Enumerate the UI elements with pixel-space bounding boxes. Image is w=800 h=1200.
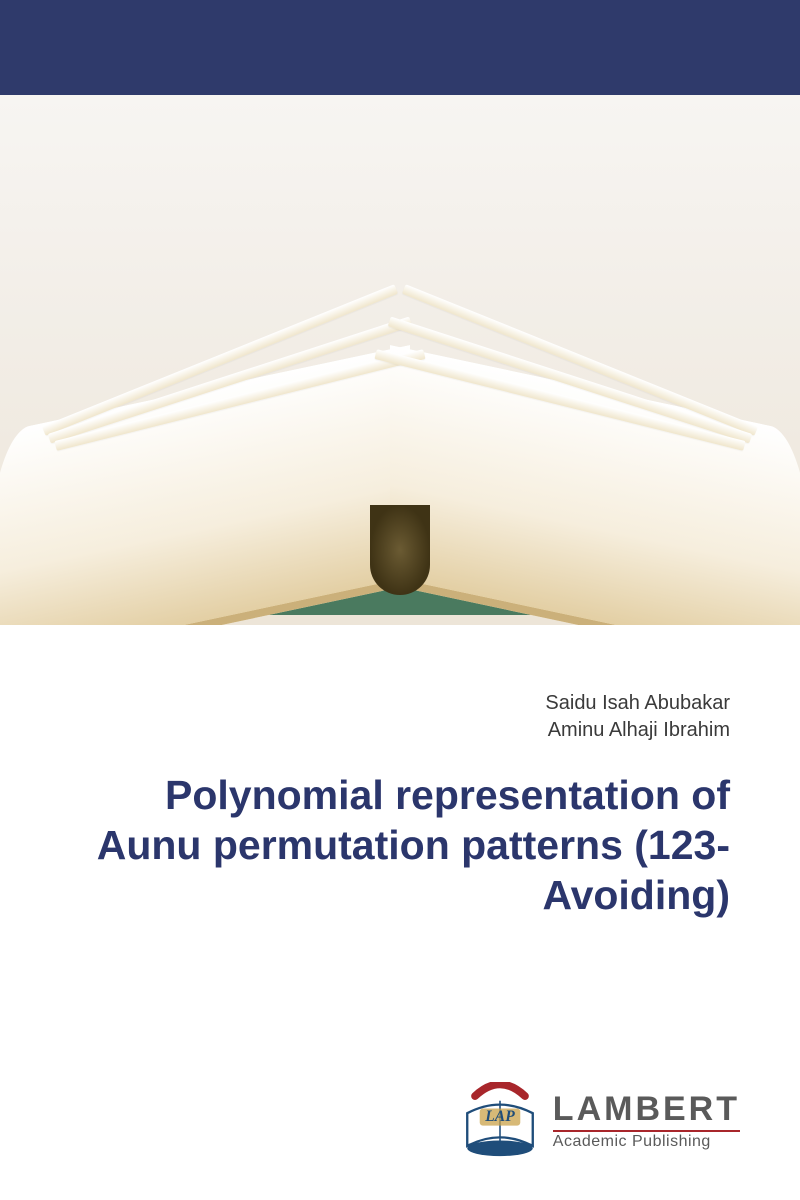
publisher-name: LAMBERT: [553, 1092, 740, 1126]
header-band: [0, 0, 800, 95]
author-line: Saidu Isah Abubakar: [545, 690, 730, 717]
book-illustration: [0, 285, 800, 625]
book-title: Polynomial representation of Aunu permut…: [70, 770, 730, 920]
logo-initials: LAP: [484, 1108, 515, 1125]
author-block: Saidu Isah Abubakar Aminu Alhaji Ibrahim: [545, 690, 730, 744]
cover-hero-book: [0, 95, 800, 625]
publisher-subtitle: Academic Publishing: [553, 1134, 740, 1150]
publisher-block: LAP LAMBERT Academic Publishing: [461, 1082, 740, 1160]
publisher-text: LAMBERT Academic Publishing: [553, 1092, 740, 1150]
author-line: Aminu Alhaji Ibrahim: [545, 717, 730, 744]
publisher-logo-icon: LAP: [461, 1082, 539, 1160]
book-spine: [370, 505, 430, 595]
publisher-rule: [553, 1130, 740, 1132]
